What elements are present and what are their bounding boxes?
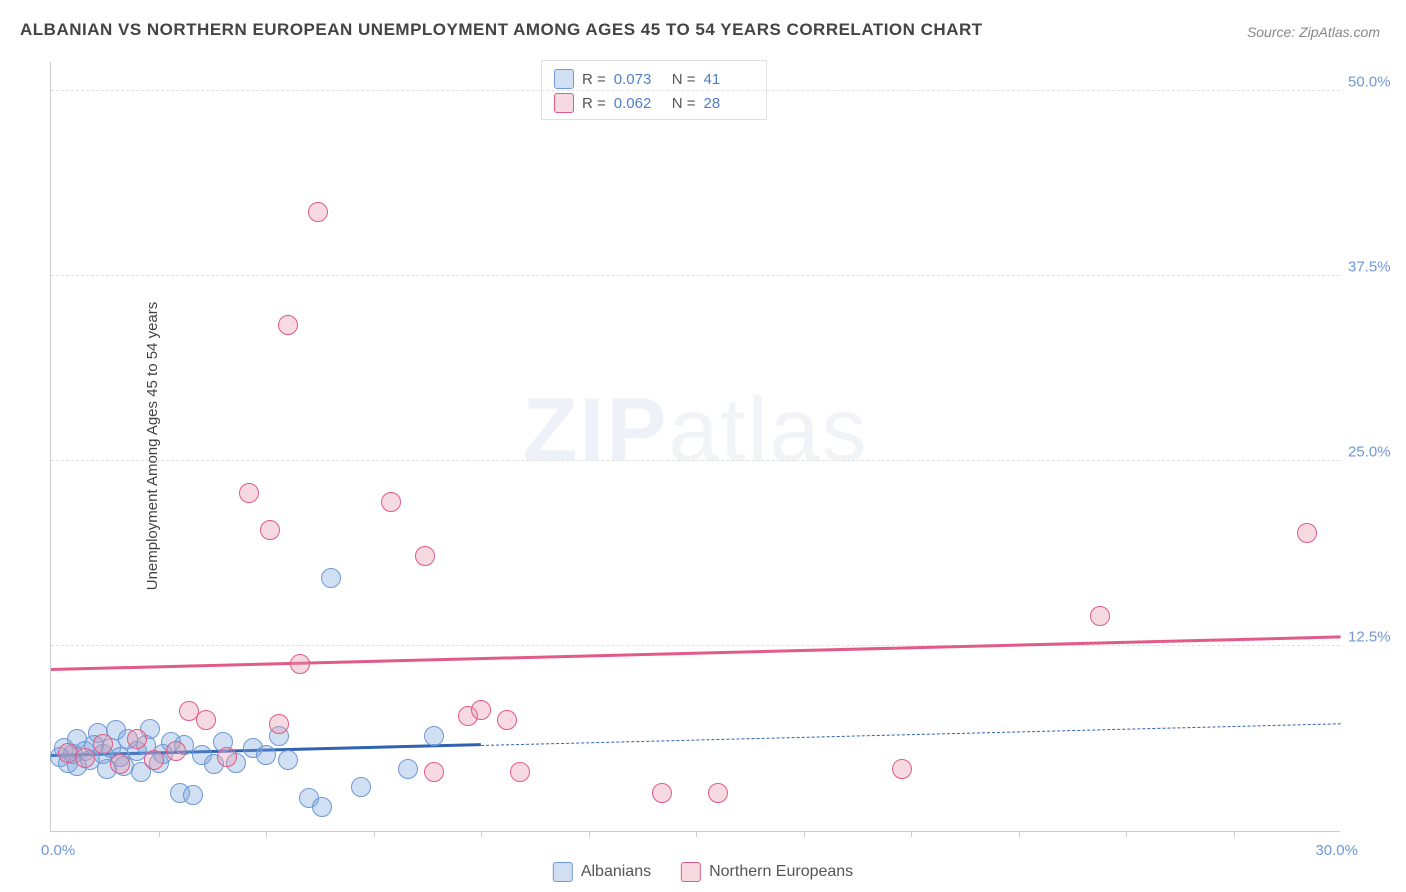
data-point-northern <box>1090 606 1110 626</box>
watermark: ZIPatlas <box>522 380 868 483</box>
x-tick <box>696 831 697 837</box>
swatch-blue-icon <box>554 69 574 89</box>
r-label: R = <box>582 95 606 112</box>
data-point-albanians <box>278 750 298 770</box>
data-point-northern <box>196 710 216 730</box>
gridline <box>51 275 1340 276</box>
legend-item-albanians: Albanians <box>553 862 651 882</box>
watermark-bold: ZIP <box>522 381 668 481</box>
data-point-albanians <box>183 785 203 805</box>
y-tick-label: 50.0% <box>1348 73 1400 90</box>
data-point-northern <box>1297 523 1317 543</box>
swatch-pink-icon <box>554 93 574 113</box>
watermark-thin: atlas <box>668 381 868 481</box>
data-point-northern <box>290 654 310 674</box>
data-point-northern <box>278 315 298 335</box>
data-point-albanians <box>351 777 371 797</box>
data-point-albanians <box>312 797 332 817</box>
data-point-albanians <box>321 568 341 588</box>
data-point-northern <box>75 748 95 768</box>
trend-line <box>51 636 1341 672</box>
x-tick <box>374 831 375 837</box>
swatch-blue-icon <box>553 862 573 882</box>
data-point-northern <box>217 747 237 767</box>
x-axis-max-label: 30.0% <box>1315 842 1358 859</box>
x-axis-origin-label: 0.0% <box>41 842 75 859</box>
data-point-northern <box>260 520 280 540</box>
x-tick <box>1019 831 1020 837</box>
legend-label: Northern Europeans <box>709 863 853 881</box>
trend-line <box>481 723 1341 746</box>
x-tick <box>1126 831 1127 837</box>
data-point-northern <box>471 700 491 720</box>
r-label: R = <box>582 71 606 88</box>
stats-row-albanians: R = 0.073 N = 41 <box>554 67 754 91</box>
data-point-albanians <box>256 745 276 765</box>
y-tick-label: 12.5% <box>1348 628 1400 645</box>
n-value-albanians: 41 <box>704 71 754 88</box>
data-point-albanians <box>398 759 418 779</box>
series-legend: Albanians Northern Europeans <box>553 862 853 882</box>
scatter-plot: ZIPatlas R = 0.073 N = 41 R = 0.062 N = … <box>50 62 1340 832</box>
data-point-northern <box>93 734 113 754</box>
data-point-northern <box>652 783 672 803</box>
legend-item-northern: Northern Europeans <box>681 862 853 882</box>
x-tick <box>1234 831 1235 837</box>
legend-label: Albanians <box>581 863 651 881</box>
x-tick <box>159 831 160 837</box>
x-tick <box>589 831 590 837</box>
n-label: N = <box>672 95 696 112</box>
gridline <box>51 460 1340 461</box>
data-point-northern <box>424 762 444 782</box>
data-point-northern <box>110 754 130 774</box>
data-point-northern <box>239 483 259 503</box>
y-tick-label: 37.5% <box>1348 258 1400 275</box>
x-tick <box>804 831 805 837</box>
data-point-northern <box>708 783 728 803</box>
data-point-northern <box>127 729 147 749</box>
data-point-northern <box>269 714 289 734</box>
r-value-northern: 0.062 <box>614 95 664 112</box>
data-point-northern <box>308 202 328 222</box>
x-tick <box>911 831 912 837</box>
data-point-northern <box>144 750 164 770</box>
n-label: N = <box>672 71 696 88</box>
data-point-northern <box>892 759 912 779</box>
data-point-northern <box>510 762 530 782</box>
gridline <box>51 90 1340 91</box>
data-point-northern <box>415 546 435 566</box>
gridline <box>51 645 1340 646</box>
stats-row-northern: R = 0.062 N = 28 <box>554 91 754 115</box>
data-point-northern <box>381 492 401 512</box>
chart-title: ALBANIAN VS NORTHERN EUROPEAN UNEMPLOYME… <box>20 20 983 40</box>
n-value-northern: 28 <box>704 95 754 112</box>
x-tick <box>481 831 482 837</box>
data-point-albanians <box>424 726 444 746</box>
y-tick-label: 25.0% <box>1348 443 1400 460</box>
source-label: Source: ZipAtlas.com <box>1247 24 1380 40</box>
data-point-northern <box>166 741 186 761</box>
x-tick <box>266 831 267 837</box>
r-value-albanians: 0.073 <box>614 71 664 88</box>
data-point-northern <box>497 710 517 730</box>
swatch-pink-icon <box>681 862 701 882</box>
